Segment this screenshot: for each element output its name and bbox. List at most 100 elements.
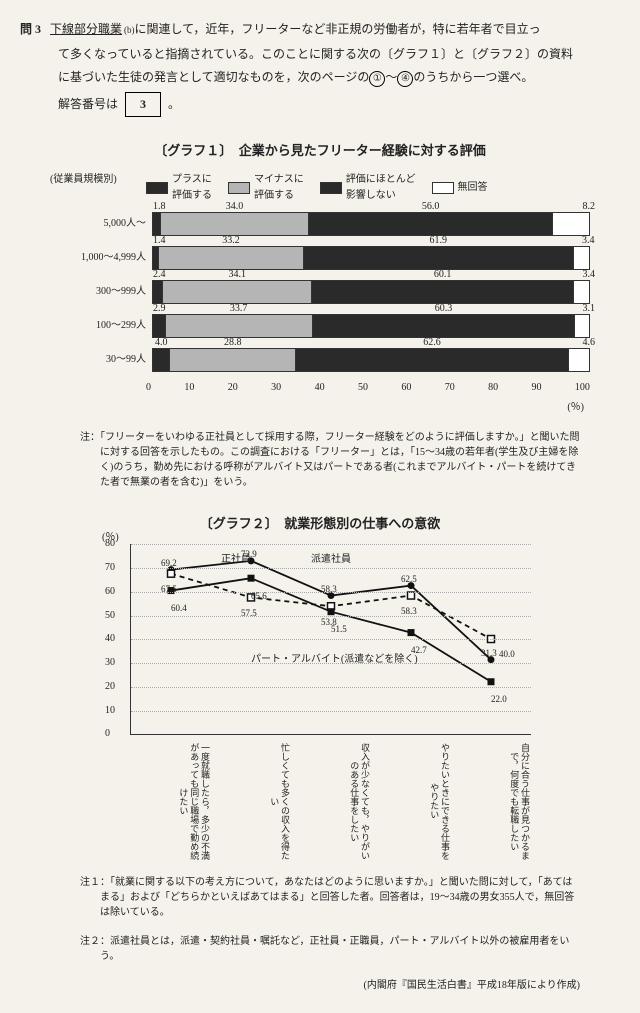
- bar-row-label: 30〜99人: [50, 352, 152, 368]
- bar-segment: 56.0: [309, 213, 553, 235]
- bar-segment: 1.8: [153, 213, 161, 235]
- point-value: 69.2: [161, 556, 177, 570]
- y-tick: 70: [105, 560, 115, 576]
- x-label: 忙しくても多くの収入を得たい: [210, 735, 290, 861]
- y-tick: 10: [105, 703, 115, 719]
- y-tick: 0: [105, 726, 110, 742]
- option-1: ①: [369, 71, 385, 87]
- answer-line: 解答番号は 3 。: [58, 92, 620, 117]
- series-label: 正社員: [221, 552, 251, 568]
- graph1-title: 〔グラフ１〕 企業から見たフリーター経験に対する評価: [20, 141, 620, 162]
- bar-value: 4.6: [582, 335, 595, 351]
- x-label: 一度就職したら，多少の不満があっても同じ職場で勤め続けたい: [130, 735, 210, 861]
- x-tick: 50: [358, 380, 368, 396]
- y-tick: 30: [105, 655, 115, 671]
- x-tick: 100: [575, 380, 590, 396]
- point-value: 57.5: [241, 606, 257, 620]
- bar-value: 61.9: [304, 233, 573, 249]
- bar-row-label: 1,000〜4,999人: [50, 250, 152, 266]
- point-value: 31.3: [481, 646, 497, 660]
- bar-value: 3.4: [582, 233, 595, 249]
- series-label: パート・アルバイト(派遣などを除く): [251, 652, 418, 668]
- bar-value: 34.1: [163, 267, 311, 283]
- point-value: 65.6: [251, 589, 267, 603]
- bar-segment: 28.8: [170, 349, 296, 371]
- bar-row-label: 300〜999人: [50, 284, 152, 300]
- bar-segment: 3.4: [574, 247, 589, 269]
- bar-value: 33.7: [166, 301, 312, 317]
- bar-value: 3.4: [582, 267, 595, 283]
- bar-value: 4.0: [153, 335, 169, 351]
- x-tick: 40: [315, 380, 325, 396]
- row-header: (従業員規模別): [50, 172, 146, 188]
- bar-segment: 62.6: [296, 349, 569, 371]
- bar-segment: 3.1: [575, 315, 589, 337]
- bar-segment: 8.2: [553, 213, 589, 235]
- graph1: (従業員規模別) プラスに 評価するマイナスに 評価する評価にほとんど 影響しな…: [50, 172, 590, 416]
- bar-segment: 2.4: [153, 281, 163, 303]
- graph1-x-unit: (％): [146, 400, 584, 416]
- y-tick: 80: [105, 536, 115, 552]
- subscript-b: (b): [124, 25, 135, 35]
- bar-value: 2.9: [153, 301, 165, 317]
- legend-swatch: [432, 182, 454, 194]
- gridline: [131, 544, 531, 545]
- y-tick: 50: [105, 608, 115, 624]
- point-value: 51.5: [331, 622, 347, 636]
- bar-segment: 2.9: [153, 315, 166, 337]
- graph2-note2: 注２：派遣社員とは，派遣・契約社員・嘱託など，正社員・正職員，パート・アルバイト…: [80, 934, 580, 964]
- bar-segment: 4.6: [569, 349, 589, 371]
- graph2: (％) 0102030405060708069.272.958.362.531.…: [100, 544, 540, 861]
- bar-segment: 60.3: [313, 315, 576, 337]
- bar-segment: 34.1: [163, 281, 312, 303]
- question-block: 問 3 下線部分職業(b)に関連して，近年，フリーターなど非正規の労働者が，特に…: [20, 20, 620, 39]
- bar-segment: 60.1: [312, 281, 574, 303]
- point-value: 22.0: [491, 692, 507, 706]
- x-label: やりたいときにできる仕事をやりたい: [370, 735, 450, 861]
- option-4: ④: [397, 71, 413, 87]
- x-tick: 60: [401, 380, 411, 396]
- bar-value: 8.2: [582, 199, 595, 215]
- bar-row: 30〜99人4.028.862.64.6: [50, 346, 590, 374]
- bar-row-label: 5,000人〜: [50, 216, 152, 232]
- graph1-axis: 0102030405060708090100: [50, 380, 590, 396]
- bar-value: 56.0: [309, 199, 552, 215]
- x-label: 自分に合う仕事が見つかるまで，何度でも転職したい: [450, 735, 530, 861]
- y-tick: 60: [105, 584, 115, 600]
- gridline: [131, 687, 531, 688]
- x-label: 収入が少なくても，やりがいのある仕事をしたい: [290, 735, 370, 861]
- bar-value: 3.1: [582, 301, 595, 317]
- underlined-term: 下線部分職業: [50, 22, 122, 36]
- point-value: 40.0: [499, 647, 515, 661]
- legend-swatch: [146, 182, 168, 194]
- gridline: [131, 711, 531, 712]
- legend-swatch: [320, 182, 342, 194]
- point-value: 58.3: [401, 604, 417, 618]
- x-tick: 0: [146, 380, 151, 396]
- x-tick: 70: [445, 380, 455, 396]
- bar-value: 1.8: [153, 199, 160, 215]
- bar-value: 28.8: [170, 335, 295, 351]
- x-tick: 80: [488, 380, 498, 396]
- bar-value: 60.1: [312, 267, 573, 283]
- source: (内閣府『国民生活白書』平成18年版により作成): [80, 978, 580, 993]
- graph1-note: 注：「フリーターをいわゆる正社員として採用する際，フリーター経験をどのように評価…: [80, 430, 580, 490]
- q-line2: て多くなっていると指摘されている。このことに関する次の〔グラフ１〕と〔グラフ２〕…: [58, 45, 620, 64]
- bar-value: 2.4: [153, 267, 162, 283]
- x-tick: 20: [228, 380, 238, 396]
- legend-swatch: [228, 182, 250, 194]
- bar-segment: 34.0: [161, 213, 309, 235]
- bar-segment: 33.2: [159, 247, 304, 269]
- question-number: 問 3: [20, 22, 41, 36]
- bar-segment: 33.7: [166, 315, 313, 337]
- x-tick: 10: [184, 380, 194, 396]
- x-tick: 30: [271, 380, 281, 396]
- y-tick: 20: [105, 679, 115, 695]
- gridline: [131, 639, 531, 640]
- bar-value: 60.3: [313, 301, 575, 317]
- point-value: 62.5: [401, 572, 417, 586]
- answer-number-box: 3: [125, 92, 161, 117]
- bar-value: 34.0: [161, 199, 308, 215]
- q-line3: に基づいた生徒の発言として適切なものを，次のページの①〜④のうちから一つ選べ。: [58, 68, 620, 87]
- bar-value: 33.2: [159, 233, 303, 249]
